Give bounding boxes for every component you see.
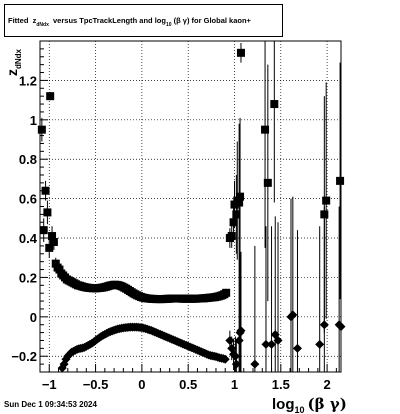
diamond-marker [292, 343, 302, 353]
diamond-marker [234, 335, 244, 345]
square-marker [227, 232, 236, 241]
title-box: Fitted zdNdx versus TpcTrackLength and l… [4, 4, 283, 37]
square-marker [236, 48, 245, 57]
square-marker [45, 243, 54, 252]
y-tick-label: 1.2 [19, 73, 37, 88]
diamond-marker [220, 354, 230, 364]
square-marker [336, 176, 345, 185]
y-tick-label: 0.4 [19, 231, 38, 246]
y-axis-title: zdNdx [4, 48, 23, 76]
square-marker [43, 208, 52, 217]
timestamp-footer: Sun Dec 1 09:34:53 2024 [4, 400, 97, 409]
diamond-marker [225, 335, 235, 345]
square-marker [263, 178, 272, 187]
diamond-marker [273, 335, 283, 345]
diamond-marker [261, 339, 271, 349]
y-tick-label: −0.2 [11, 349, 37, 364]
square-marker [261, 125, 270, 134]
diamond-marker [250, 359, 260, 369]
square-marker [49, 237, 58, 246]
svg-text:zdNdx: zdNdx [4, 48, 23, 76]
square-marker [37, 125, 46, 134]
diamond-marker [236, 326, 246, 336]
x-tick-label: 1.5 [272, 377, 290, 392]
y-tick-label: 1 [30, 113, 37, 128]
axis-ticks: −1 −0.5 0 0.5 1 1.5 2 −0.2 0 0.2 0.4 0.6 0.8 1 1.2 [11, 40, 337, 392]
diamond-marker [315, 339, 325, 349]
y-tick-label: 0.8 [19, 152, 37, 167]
plot-frame [39, 40, 342, 373]
x-tick-label: 0.5 [179, 377, 197, 392]
diamond-marker [319, 320, 329, 330]
error-bars [41, 41, 342, 372]
diamond-marker [267, 339, 277, 349]
square-marker [236, 192, 245, 201]
chart-title: Fitted zdNdx versus TpcTrackLength and l… [8, 16, 251, 28]
square-marker [229, 218, 238, 227]
grid-lines [40, 41, 341, 372]
diamond-marker [288, 310, 298, 320]
square-marker [48, 232, 57, 241]
y-tick-label: 0 [30, 310, 37, 325]
y-tick-label: 0.2 [19, 270, 37, 285]
x-axis-title: log10 (β γ) [272, 395, 347, 414]
x-tick-label: −0.5 [83, 377, 109, 392]
y-tick-label: 0.6 [19, 192, 37, 207]
diamond-marker [230, 351, 240, 361]
x-tick-label: −1 [42, 377, 57, 392]
square-marker [46, 92, 55, 101]
data-markers [37, 48, 346, 373]
square-marker [222, 288, 231, 297]
square-marker [322, 196, 331, 205]
square-marker [235, 198, 244, 207]
x-tick-label: 2 [323, 377, 330, 392]
x-tick-label: 1 [231, 377, 238, 392]
square-marker [320, 210, 329, 219]
square-marker [232, 210, 241, 219]
square-marker [270, 100, 279, 109]
square-marker [41, 186, 50, 195]
x-tick-label: 0 [138, 377, 145, 392]
svg-text:log10(β γ): log10 (β γ) [272, 395, 347, 414]
